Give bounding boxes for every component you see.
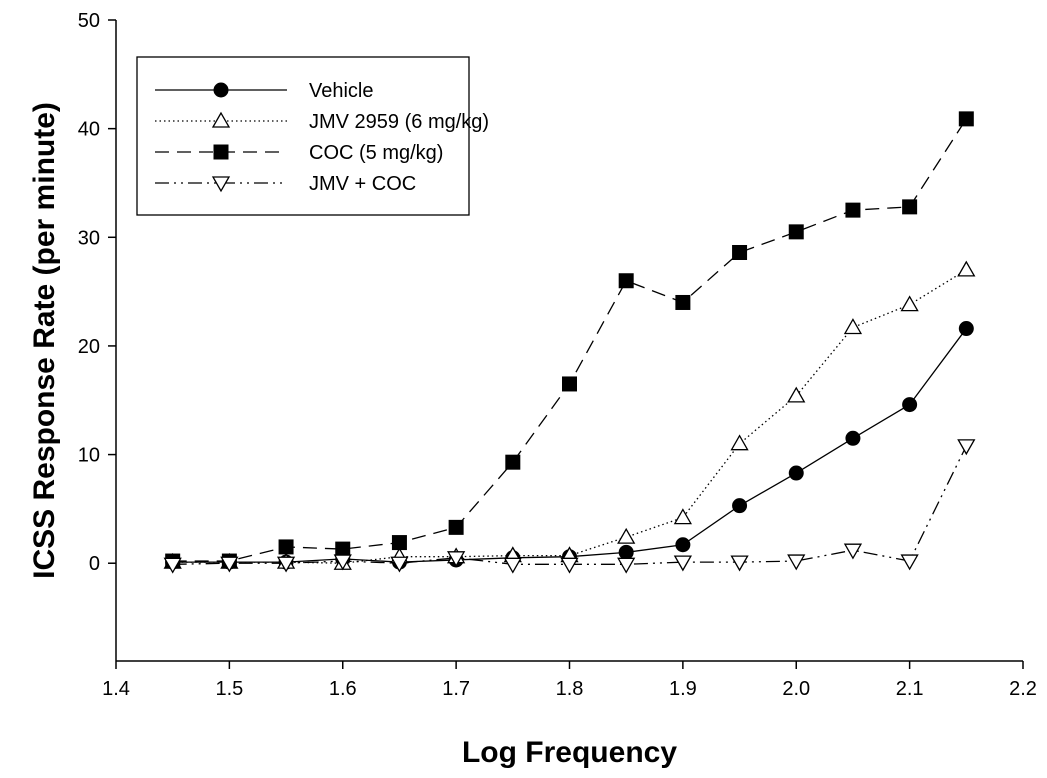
data-point [562, 376, 577, 392]
data-point [900, 295, 919, 312]
series-line [172, 328, 967, 563]
data-point [843, 318, 863, 335]
legend-item: JMV 2959 (6 mg/kg) [155, 111, 489, 133]
series-2 [163, 260, 976, 570]
x-tick-label: 2.1 [896, 678, 924, 700]
data-point [220, 556, 239, 573]
data-point [902, 199, 918, 215]
data-point [560, 557, 579, 574]
legend: Vehicle JMV 2959 (6 mg/kg) COC (5 mg/kg) JM… [136, 56, 489, 216]
data-point [958, 111, 974, 127]
data-point [333, 554, 352, 571]
series-1 [165, 321, 974, 570]
y-tick-label: 50 [78, 10, 100, 32]
series-layer [163, 111, 976, 574]
data-point [843, 543, 863, 560]
data-point [278, 539, 294, 555]
data-point [675, 537, 691, 553]
legend-marker [213, 144, 229, 160]
data-point [447, 551, 466, 568]
data-point [163, 557, 182, 574]
data-point [503, 557, 522, 574]
data-point [617, 557, 636, 574]
axes: 1.4 1.5 1.6 1.7 1.8 1.9 2.0 2.1 2.2 0 10 20 30 40 50 [78, 10, 1037, 700]
data-point [276, 556, 296, 573]
y-tick-label: 40 [78, 119, 100, 141]
data-point [673, 508, 692, 525]
data-point [732, 244, 748, 260]
x-tick-label: 2.0 [782, 678, 810, 700]
x-tick-label: 1.5 [215, 678, 243, 700]
data-point [618, 544, 634, 560]
data-point [732, 498, 748, 514]
legend-marker [211, 111, 231, 128]
legend-label: JMV + COC [309, 173, 416, 195]
legend-label: Vehicle [309, 80, 374, 102]
x-tick-label: 1.4 [102, 678, 130, 700]
y-tick-label: 20 [78, 336, 100, 358]
y-tick-label: 0 [89, 553, 100, 575]
data-point [618, 273, 634, 289]
data-point [675, 294, 691, 310]
data-point [845, 430, 861, 446]
x-tick-label: 1.9 [669, 678, 697, 700]
data-point [730, 434, 749, 451]
data-point [788, 465, 804, 481]
data-point [958, 321, 974, 337]
data-point [617, 527, 636, 544]
data-point [957, 439, 976, 456]
legend-item: Vehicle [155, 80, 374, 102]
data-point [391, 535, 407, 551]
legend-marker [213, 82, 229, 98]
legend-item: COC (5 mg/kg) [155, 142, 443, 164]
x-axis-title: Log Frequency [462, 736, 677, 769]
data-point [673, 555, 692, 572]
x-tick-label: 1.7 [442, 678, 470, 700]
x-tick-label: 2.2 [1009, 678, 1037, 700]
data-point [335, 541, 351, 557]
y-axis-title: ICSS Response Rate (per minute) [28, 102, 61, 579]
series-line [172, 269, 967, 564]
data-point [902, 397, 918, 413]
legend-marker [211, 176, 231, 193]
data-point [505, 454, 521, 470]
legend-label: COC (5 mg/kg) [309, 142, 443, 164]
data-point [900, 554, 919, 571]
x-tick-label: 1.8 [556, 678, 584, 700]
legend-box [136, 56, 470, 216]
series-4 [163, 439, 976, 574]
y-tick-label: 30 [78, 227, 100, 249]
data-point [957, 260, 976, 277]
data-point [730, 555, 749, 572]
data-point [787, 554, 806, 571]
x-tick-label: 1.6 [329, 678, 357, 700]
legend-item: JMV + COC [155, 173, 416, 195]
data-point [448, 519, 464, 535]
data-point [845, 202, 861, 218]
legend-label: JMV 2959 (6 mg/kg) [309, 111, 489, 133]
data-point [788, 224, 804, 240]
data-point [787, 386, 806, 403]
data-point [390, 556, 409, 573]
y-tick-label: 10 [78, 445, 100, 467]
